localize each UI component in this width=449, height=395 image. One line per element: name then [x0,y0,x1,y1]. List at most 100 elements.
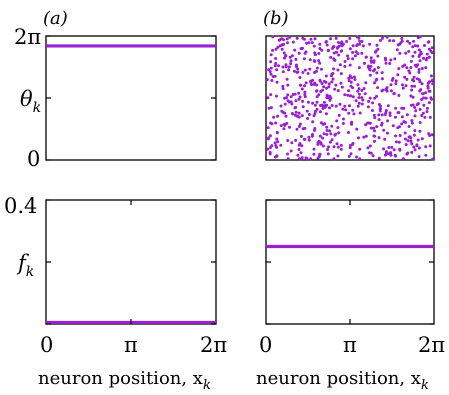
scatter-point [291,93,295,96]
x-tick-label-2pi-c: 2π [200,333,227,357]
scatter-point [403,137,407,141]
scatter-point [349,143,352,147]
scatter-point [401,83,404,87]
scatter-point [333,87,337,91]
scatter-point [269,72,273,76]
scatter-point [300,144,304,148]
scatter-point [351,108,355,112]
scatter-point [336,89,340,93]
scatter-point [281,87,285,91]
y-axis-label-f-main: f [16,251,29,275]
scatter-point [372,113,376,117]
scatter-point [295,127,299,131]
scatter-point [336,154,340,158]
scatter-point [299,151,303,155]
scatter-point [273,141,277,145]
scatter-point [362,87,366,90]
scatter-point [336,68,340,72]
scatter-point [282,127,286,131]
scatter-point [425,56,429,60]
scatter-point [378,107,382,111]
scatter-point [284,54,288,58]
scatter-point [418,121,422,124]
scatter-point [400,115,404,119]
scatter-point [282,122,286,126]
scatter-point [344,108,348,112]
scatter-point [373,81,376,85]
scatter-point [330,74,333,78]
scatter-point [279,124,283,128]
scatter-point [289,62,293,66]
scatter-point [343,104,347,108]
scatter-point [368,144,372,148]
scatter-point [368,73,372,77]
scatter-point [349,94,353,98]
scatter-point [294,57,298,61]
scatter-point [352,112,356,116]
scatter-point [268,152,272,156]
scatter-point [405,66,409,70]
scatter-point [391,124,395,128]
scatter-point [375,125,379,129]
scatter-point [316,142,320,146]
scatter-point [366,146,370,150]
scatter-point [335,50,339,54]
scatter-point [390,78,394,82]
scatter-point [268,146,272,150]
scatter-point [393,57,397,61]
scatter-point [268,70,272,74]
scatter-point [318,152,322,156]
scatter-point [404,143,408,146]
scatter-point [293,106,297,110]
scatter-point [301,99,305,103]
scatter-point [275,154,279,158]
scatter-point [269,66,273,70]
scatter-point [321,107,325,110]
scatter-point [364,123,368,127]
scatter-point [286,157,290,161]
scatter-point [297,125,301,128]
x-tick-label-pi-c: π [124,333,138,357]
scatter-point [330,80,334,84]
scatter-point [360,51,364,55]
scatter-point [298,83,302,87]
scatter-point [418,107,422,111]
scatter-point [389,83,393,87]
scatter-point [301,105,305,109]
scatter-point [295,114,299,118]
scatter-point [321,104,325,108]
scatter-point [392,148,396,152]
scatter-point [417,68,421,71]
scatter-point [364,81,368,85]
scatter-point [305,41,309,45]
scatter-point [412,133,416,137]
scatter-point [269,53,273,57]
scatter-point [417,155,421,159]
scatter-point [424,96,428,100]
scatter-point [283,56,286,60]
scatter-point [350,76,354,80]
scatter-point [290,54,294,58]
scatter-point [315,95,319,99]
scatter-point [408,71,412,75]
scatter-point [409,139,413,143]
scatter-point [317,93,321,97]
scatter-point [315,107,319,111]
scatter-point [312,147,316,151]
scatter-point [379,38,382,42]
scatter-point [310,83,313,87]
scatter-point [311,101,315,105]
scatter-point [426,81,430,85]
scatter-point [380,89,384,93]
scatter-point [417,78,421,82]
scatter-point [407,125,411,128]
scatter-point [311,133,314,136]
scatter-point [306,117,310,120]
scatter-point [388,62,392,65]
scatter-point [347,154,351,158]
scatter-point [334,36,338,40]
scatter-point [366,105,370,109]
scatter-point [409,59,413,63]
y-axis-label-theta-main: θ [20,87,33,111]
scatter-point [271,75,275,78]
